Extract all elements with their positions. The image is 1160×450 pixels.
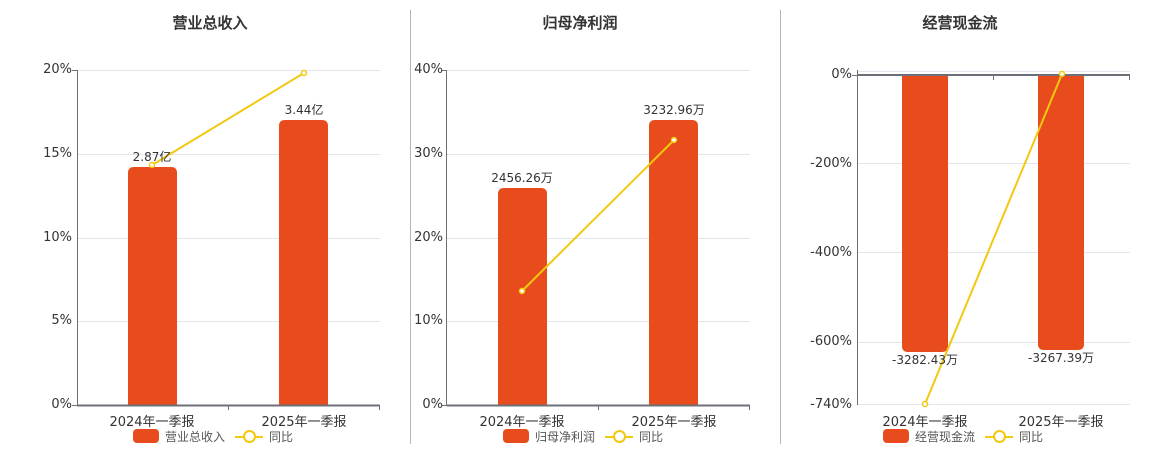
bar-value-label: 2456.26万	[491, 171, 553, 185]
bar-2024	[128, 167, 177, 405]
chart-title: 经营现金流	[922, 14, 998, 32]
y-tick: -400%	[810, 245, 852, 260]
x-category-label: 2025年一季报	[631, 415, 717, 430]
y-tick: 20%	[414, 230, 443, 245]
y-tick: 40%	[414, 62, 443, 77]
bar-value-label: 3232.96万	[643, 103, 705, 117]
x-category-label: 2024年一季报	[882, 415, 968, 430]
bar-2025	[1038, 75, 1084, 350]
legend-line-icon[interactable]	[235, 429, 264, 443]
legend-bar-label[interactable]: 归母净利润	[535, 429, 596, 444]
x-category-label: 2025年一季报	[261, 415, 347, 430]
bar-2024	[902, 75, 948, 352]
bar-2024	[498, 188, 547, 405]
legend-bar-label[interactable]: 营业总收入	[165, 429, 226, 444]
y-tick: 0%	[422, 397, 443, 412]
net-profit-chart-plot	[442, 70, 750, 410]
legend-bar-label[interactable]: 经营现金流	[915, 429, 976, 444]
bar-2025	[649, 120, 698, 405]
legend-bar-swatch[interactable]	[503, 429, 529, 443]
y-tick: -600%	[810, 334, 852, 349]
legend-line-icon[interactable]	[985, 429, 1014, 443]
y-tick: 20%	[43, 62, 72, 77]
legend-line-icon[interactable]	[605, 429, 634, 443]
bar-2025	[279, 120, 328, 405]
legend-bar-swatch[interactable]	[883, 429, 909, 443]
chart-legend: 归母净利润 同比	[503, 427, 663, 445]
y-tick: -200%	[810, 156, 852, 171]
x-category-label: 2025年一季报	[1018, 415, 1104, 430]
chart-title: 归母净利润	[542, 14, 618, 32]
x-category-label: 2024年一季报	[109, 415, 195, 430]
y-tick: 10%	[43, 230, 72, 245]
y-tick: 0%	[51, 397, 72, 412]
legend-line-label[interactable]: 同比	[1019, 429, 1044, 444]
y-tick: 0%	[831, 67, 852, 82]
panel-divider	[410, 10, 411, 444]
revenue-chart-panel: 营业总收入 20% 15% 10% 5% 0% 2.87亿 3.44亿 2024…	[0, 0, 400, 450]
bar-value-label: 2.87亿	[132, 150, 172, 164]
legend-line-label[interactable]: 同比	[639, 429, 664, 444]
legend-bar-swatch[interactable]	[133, 429, 159, 443]
panel-divider	[780, 10, 781, 444]
y-tick: 5%	[51, 313, 72, 328]
x-category-label: 2024年一季报	[479, 415, 565, 430]
y-tick: 30%	[414, 146, 443, 161]
net-profit-chart-panel: 归母净利润 40% 30% 20% 10% 0% 2456.26万 3232.9…	[414, 14, 750, 445]
y-tick: 10%	[414, 313, 443, 328]
bar-value-label: -3267.39万	[1028, 351, 1094, 365]
chart-title: 营业总收入	[172, 14, 248, 32]
y-tick: -740%	[810, 397, 852, 412]
revenue-chart-plot	[72, 69, 380, 410]
chart-legend: 经营现金流 同比	[883, 427, 1043, 445]
bar-value-label: 3.44亿	[284, 103, 324, 117]
chart-legend: 营业总收入 同比	[133, 427, 293, 445]
legend-line-label[interactable]: 同比	[269, 429, 294, 444]
bar-value-label: -3282.43万	[892, 353, 958, 367]
y-tick: 15%	[43, 146, 72, 161]
